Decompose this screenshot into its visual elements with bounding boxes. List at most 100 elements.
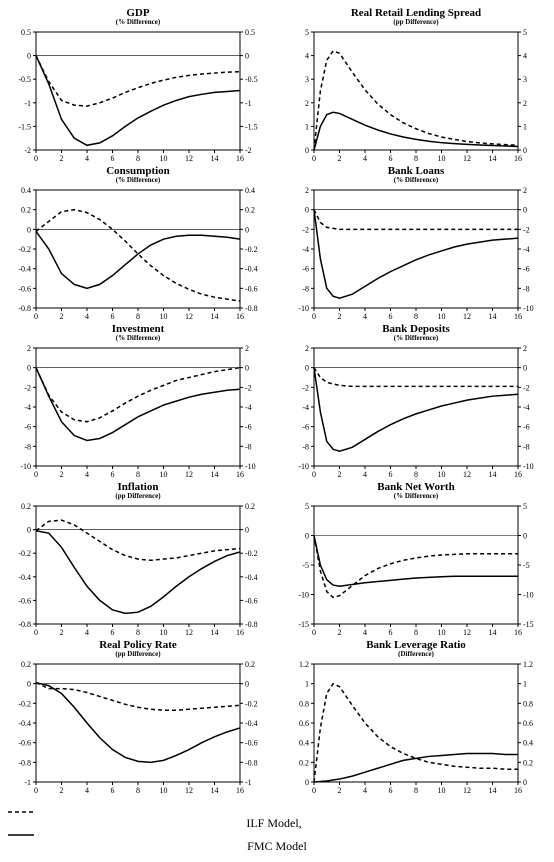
svg-text:10: 10 — [438, 470, 446, 479]
svg-text:-10: -10 — [298, 462, 309, 471]
svg-text:-0.8: -0.8 — [18, 620, 31, 629]
svg-text:-10: -10 — [523, 462, 534, 471]
svg-text:4: 4 — [363, 154, 367, 163]
svg-text:16: 16 — [514, 628, 522, 637]
svg-text:-2: -2 — [245, 146, 252, 155]
svg-text:2: 2 — [523, 344, 527, 353]
svg-text:-0.8: -0.8 — [245, 304, 258, 313]
panel-subtitle: (% Difference) — [116, 177, 160, 184]
panel-subtitle: (pp Difference) — [115, 651, 160, 658]
svg-text:-0.6: -0.6 — [245, 596, 258, 605]
svg-text:-2: -2 — [24, 383, 31, 392]
panel-subtitle: (Difference) — [398, 651, 434, 658]
panel-subtitle: (% Difference) — [394, 177, 438, 184]
svg-text:0: 0 — [305, 146, 309, 155]
svg-text:16: 16 — [514, 470, 522, 479]
svg-text:-10: -10 — [523, 591, 534, 600]
panel-bank-leverage-ratio: Bank Leverage Ratio (Difference) 000.20.… — [286, 640, 546, 796]
svg-text:0: 0 — [305, 206, 309, 215]
svg-text:16: 16 — [236, 786, 244, 795]
svg-text:-8: -8 — [24, 442, 31, 451]
svg-text:0: 0 — [34, 470, 38, 479]
svg-text:-1.5: -1.5 — [18, 122, 31, 131]
panel-bank-loans: Bank Loans (% Difference) -10-10-8-8-6-6… — [286, 166, 546, 322]
svg-text:-0.8: -0.8 — [245, 758, 258, 767]
svg-text:-6: -6 — [245, 423, 252, 432]
svg-text:4: 4 — [85, 154, 89, 163]
svg-text:-8: -8 — [245, 442, 252, 451]
svg-text:-8: -8 — [523, 284, 530, 293]
svg-text:4: 4 — [363, 786, 367, 795]
svg-text:0: 0 — [305, 778, 309, 787]
svg-text:0.2: 0.2 — [523, 758, 533, 767]
chart-grid: GDP (% Difference) -2-2-1.5-1.5-1-1-0.5-… — [8, 8, 546, 796]
svg-text:2: 2 — [245, 344, 249, 353]
svg-text:-6: -6 — [523, 265, 530, 274]
svg-text:-0.6: -0.6 — [245, 284, 258, 293]
panel-inflation: Inflation (pp Difference) -0.8-0.8-0.6-0… — [8, 482, 268, 638]
svg-text:2: 2 — [338, 628, 342, 637]
panel-investment: Investment (% Difference) -10-10-8-8-6-6… — [8, 324, 268, 480]
svg-text:-2: -2 — [523, 225, 530, 234]
svg-text:2: 2 — [60, 786, 64, 795]
svg-text:-4: -4 — [302, 245, 309, 254]
svg-text:0.5: 0.5 — [21, 28, 31, 37]
panel-subtitle: (% Difference) — [116, 335, 160, 342]
svg-text:1: 1 — [523, 680, 527, 689]
svg-text:-6: -6 — [302, 265, 309, 274]
svg-text:-4: -4 — [24, 403, 31, 412]
panel-bank-net-worth: Bank Net Worth (% Difference) -15-15-10-… — [286, 482, 546, 638]
svg-text:0: 0 — [305, 364, 309, 373]
svg-text:12: 12 — [185, 154, 193, 163]
svg-text:10: 10 — [438, 154, 446, 163]
svg-text:0: 0 — [27, 680, 31, 689]
svg-text:0: 0 — [27, 364, 31, 373]
svg-text:0: 0 — [523, 532, 527, 541]
svg-text:5: 5 — [523, 502, 527, 511]
svg-text:6: 6 — [111, 786, 115, 795]
svg-text:10: 10 — [160, 470, 168, 479]
panel-real-policy-rate: Real Policy Rate (pp Difference) -1-1-0.… — [8, 640, 268, 796]
svg-text:-4: -4 — [523, 245, 530, 254]
svg-text:6: 6 — [111, 628, 115, 637]
svg-text:8: 8 — [414, 628, 418, 637]
svg-text:0: 0 — [305, 532, 309, 541]
panel-gdp: GDP (% Difference) -2-2-1.5-1.5-1-1-0.5-… — [8, 8, 268, 164]
panel-consumption: Consumption (% Difference) -0.8-0.8-0.6-… — [8, 166, 268, 322]
svg-text:-0.8: -0.8 — [18, 304, 31, 313]
svg-text:2: 2 — [27, 344, 31, 353]
svg-text:6: 6 — [389, 154, 393, 163]
svg-text:16: 16 — [514, 786, 522, 795]
svg-text:-0.4: -0.4 — [245, 265, 258, 274]
svg-text:10: 10 — [160, 628, 168, 637]
svg-text:10: 10 — [160, 154, 168, 163]
svg-text:2: 2 — [523, 186, 527, 195]
svg-text:-0.8: -0.8 — [18, 758, 31, 767]
svg-text:12: 12 — [463, 470, 471, 479]
svg-text:-0.4: -0.4 — [245, 573, 258, 582]
svg-text:-1: -1 — [245, 99, 252, 108]
svg-text:8: 8 — [414, 312, 418, 321]
svg-text:0: 0 — [523, 146, 527, 155]
svg-text:10: 10 — [438, 628, 446, 637]
svg-text:3: 3 — [523, 75, 527, 84]
svg-text:5: 5 — [305, 502, 309, 511]
svg-text:6: 6 — [111, 312, 115, 321]
svg-text:1.2: 1.2 — [523, 660, 533, 669]
svg-text:-6: -6 — [24, 423, 31, 432]
svg-text:-2: -2 — [523, 383, 530, 392]
svg-text:0.2: 0.2 — [21, 206, 31, 215]
svg-text:12: 12 — [185, 786, 193, 795]
svg-text:-0.8: -0.8 — [245, 620, 258, 629]
svg-text:0: 0 — [245, 680, 249, 689]
svg-text:5: 5 — [523, 28, 527, 37]
svg-text:1: 1 — [523, 122, 527, 131]
svg-text:-0.2: -0.2 — [245, 245, 258, 254]
svg-text:16: 16 — [236, 154, 244, 163]
svg-text:0.8: 0.8 — [523, 699, 533, 708]
svg-text:-0.6: -0.6 — [18, 284, 31, 293]
svg-text:8: 8 — [414, 154, 418, 163]
svg-text:0: 0 — [245, 364, 249, 373]
svg-text:2: 2 — [60, 312, 64, 321]
svg-text:2: 2 — [523, 99, 527, 108]
